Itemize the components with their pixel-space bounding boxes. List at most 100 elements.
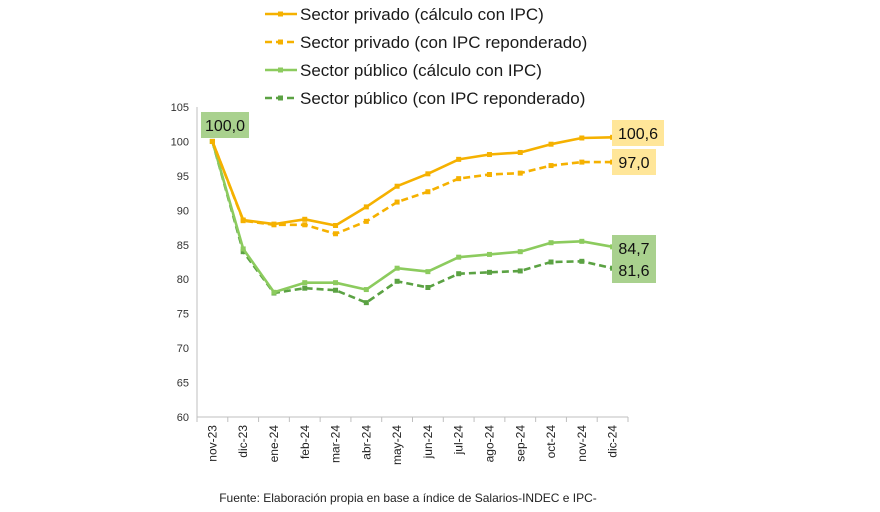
series-point	[548, 141, 554, 147]
series-line	[211, 136, 613, 227]
annotation-layer: 100,0 100,6 97,0 84,7 81,6	[201, 112, 664, 283]
y-tick-label: 85	[177, 240, 189, 252]
series-point	[517, 268, 523, 274]
y-tick-label: 100	[171, 136, 189, 148]
value-callout-label: 100,6	[618, 126, 658, 143]
chart-legend: Sector privado (cálculo con IPC) Sector p…	[265, 5, 587, 108]
value-callout-box	[201, 112, 249, 138]
series-point	[486, 269, 492, 275]
value-callout-box	[612, 257, 656, 283]
series-point	[517, 149, 523, 155]
series-point	[302, 222, 308, 228]
legend-swatch-marker	[278, 95, 283, 101]
series-line	[211, 141, 613, 304]
y-tick-label: 65	[177, 378, 189, 390]
series-point	[302, 216, 308, 222]
x-tick-label: dic-24	[606, 425, 620, 458]
legend-entry-label: Sector público (cálculo con IPC)	[300, 61, 542, 80]
value-callout-label: 97,0	[618, 155, 649, 172]
x-tick-label: jun-24	[421, 425, 435, 460]
series-point	[302, 285, 308, 291]
x-tick-label: ago-24	[482, 425, 496, 463]
legend-swatch-marker	[278, 67, 283, 73]
legend-entry-label: Sector privado (cálculo con IPC)	[300, 5, 544, 24]
x-tick-label: oct-24	[544, 425, 558, 459]
y-tick-label: 75	[177, 309, 189, 321]
series-point	[425, 171, 431, 177]
series-point	[240, 217, 246, 223]
x-tick-label: jul-24	[452, 425, 466, 456]
series-point	[363, 218, 369, 224]
series-point	[394, 183, 400, 189]
y-tick-label: 90	[177, 205, 189, 217]
x-tick-label: feb-24	[298, 425, 312, 459]
legend-swatch-marker	[278, 11, 283, 17]
series-point	[394, 199, 400, 205]
series-point	[486, 172, 492, 178]
series-point	[425, 189, 431, 195]
legend-entry-label: Sector público (con IPC reponderado)	[300, 89, 585, 108]
y-tick-label: 60	[177, 412, 189, 424]
value-callout-box	[612, 235, 656, 261]
value-callout-box	[612, 149, 656, 175]
legend-entry-label: Sector privado (con IPC reponderado)	[300, 33, 587, 52]
series-point	[271, 289, 277, 295]
y-tick-label: 70	[177, 343, 189, 355]
series-point	[456, 271, 462, 277]
series-point	[333, 280, 339, 286]
series-point	[517, 170, 523, 176]
legend-swatch-marker	[278, 39, 283, 45]
series-point	[456, 254, 462, 260]
series-point	[579, 159, 585, 165]
x-tick-label: abr-24	[359, 425, 373, 460]
series-point	[240, 249, 246, 255]
value-callout-label: 81,6	[618, 263, 649, 280]
series-point	[425, 284, 431, 290]
series-point	[394, 265, 400, 271]
source-note: Fuente: Elaboración propia en base a índ…	[219, 491, 597, 505]
series-point	[363, 300, 369, 306]
y-axis-ticks: 60 65 70 75 80 85 90 95 100 105	[171, 102, 189, 424]
series-point	[333, 287, 339, 293]
series-point	[486, 152, 492, 158]
series-point	[486, 251, 492, 257]
chart-axes	[196, 107, 628, 418]
series-point	[302, 280, 308, 286]
x-tick-label: may-24	[390, 425, 404, 465]
series-point	[548, 163, 554, 169]
series-point	[548, 240, 554, 246]
x-tick-label: ene-24	[267, 425, 281, 463]
series-point	[425, 269, 431, 275]
series-point	[579, 135, 585, 141]
series-point	[517, 249, 523, 255]
series-point	[456, 176, 462, 182]
series-point	[548, 259, 554, 265]
x-tick-label: mar-24	[329, 425, 343, 463]
series-point	[333, 222, 339, 228]
y-tick-label: 80	[177, 274, 189, 286]
y-tick-label: 95	[177, 171, 189, 183]
series-point	[363, 287, 369, 293]
series-point	[394, 278, 400, 284]
series-line	[211, 141, 613, 294]
series-point	[363, 204, 369, 210]
value-callout-label: 84,7	[618, 241, 649, 258]
value-callout-box	[612, 120, 664, 146]
x-tick-label: sep-24	[513, 425, 527, 462]
series-point	[271, 221, 277, 227]
y-tick-label: 105	[171, 102, 189, 114]
series-point	[240, 246, 246, 252]
series-point	[579, 238, 585, 244]
x-tick-label: dic-23	[236, 425, 250, 458]
x-tick-label: nov-24	[575, 425, 589, 462]
x-axis-ticks: nov-23 dic-23 ene-24 feb-24 mar-24 abr-24 may-…	[196, 417, 629, 465]
x-tick-label: nov-23	[205, 425, 219, 462]
series-point	[579, 258, 585, 264]
series-point	[209, 138, 215, 144]
series-point	[333, 231, 339, 237]
value-callout-label: 100,0	[205, 118, 245, 135]
series-layer	[209, 134, 616, 306]
series-line	[211, 140, 613, 236]
series-point	[456, 156, 462, 162]
